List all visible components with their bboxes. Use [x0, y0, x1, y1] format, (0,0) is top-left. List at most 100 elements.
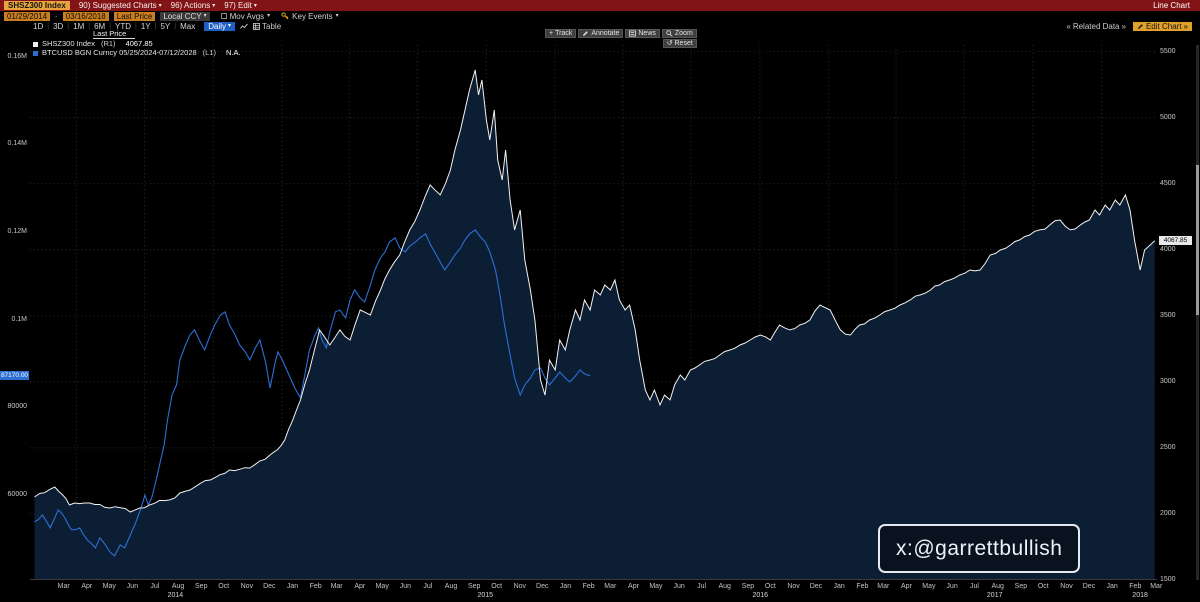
security-ticker[interactable]: SHSZ300 Index: [4, 1, 70, 10]
x-axis-month-label: Sep: [195, 583, 208, 590]
y-axis-label-left: 0.1M: [11, 315, 27, 323]
related-data-button[interactable]: « Related Data »: [1066, 22, 1126, 31]
range-button-1d[interactable]: 1D: [33, 21, 44, 31]
range-button-1y[interactable]: 1Y: [140, 21, 151, 31]
edit-chart-button[interactable]: Edit Chart »: [1132, 21, 1192, 31]
range-button-max[interactable]: Max: [180, 21, 196, 31]
watermark: x:@garrettbullish: [878, 524, 1081, 573]
range-button-ytd[interactable]: YTD: [115, 21, 132, 31]
scrollbar-thumb[interactable]: [1196, 165, 1199, 315]
price-chart[interactable]: [30, 45, 1157, 580]
chart-legend: Last Price SHSZ300 Index (R1) 4067.85 BT…: [33, 30, 241, 57]
settings-toolbar: 01/29/2014 - 03/16/2018 Last Price Local…: [0, 11, 1200, 21]
x-axis-month-label: Sep: [1014, 583, 1028, 590]
btcusd-line: [34, 229, 591, 557]
x-axis-month-label: Apr: [901, 583, 912, 590]
legend-row-btcusd[interactable]: BTCUSD BGN Curncy 05/25/2024-07/12/2028 …: [33, 49, 241, 57]
zoom-button[interactable]: Zoom: [661, 29, 697, 38]
shsz300-line: [34, 69, 1156, 513]
x-axis-month-label: Oct: [764, 583, 776, 590]
x-axis-month-label: Apr: [81, 583, 93, 590]
divider: |: [109, 22, 112, 30]
chevron-down-icon: ▾: [228, 23, 232, 29]
x-axis-month-label: Nov: [1060, 583, 1073, 590]
series-swatch-white: [33, 41, 38, 47]
range-button-1m[interactable]: 1M: [73, 21, 85, 31]
x-axis-month-label: Feb: [1129, 583, 1142, 590]
x-axis-month-label: Jun: [126, 583, 139, 590]
legend-row-shsz300[interactable]: SHSZ300 Index (R1) 4067.85: [33, 40, 241, 48]
key-icon: [281, 12, 289, 20]
x-axis-month-label: Oct: [218, 583, 230, 590]
series-axis-btcusd: (L1): [202, 48, 217, 57]
divider: |: [135, 22, 137, 30]
x-axis-month-label: Jun: [399, 583, 412, 590]
x-axis-month-label: Mar: [877, 583, 890, 590]
x-axis-month-label: Sep: [467, 583, 481, 590]
currency-label: Local CCY: [163, 11, 202, 21]
mov-avgs-button[interactable]: Mov Avgs ▾: [220, 12, 270, 21]
chevron-down-icon: ▾: [253, 2, 257, 9]
range-button-3d[interactable]: 3D: [53, 21, 64, 31]
x-axis-month-label: Aug: [444, 583, 458, 590]
x-axis-month-label: May: [102, 583, 116, 590]
date-to-field[interactable]: 03/16/2018: [62, 11, 109, 21]
x-axis-year-label: 2018: [1132, 592, 1148, 599]
key-events-button[interactable]: Key Events ▾: [281, 12, 339, 21]
reset-button[interactable]: ↺ Reset: [662, 39, 697, 48]
y-axis-label-right: 3500: [1160, 311, 1176, 319]
x-axis-month-label: Jul: [150, 583, 160, 590]
shsz300-area-fill: [34, 70, 1155, 580]
pencil-icon: [1137, 23, 1143, 29]
menu-actions[interactable]: 96) Actions ▾: [171, 1, 216, 10]
x-axis-month-label: Nov: [787, 583, 800, 590]
y-axis-label-right: 4500: [1160, 179, 1176, 187]
double-chevron-left-icon: «: [1066, 21, 1071, 31]
x-axis-year-label: 2014: [167, 592, 184, 599]
range-button-6m[interactable]: 6M: [94, 21, 106, 31]
x-axis-month-label: Oct: [491, 583, 503, 590]
x-axis-month-label: Mar: [604, 583, 617, 590]
x-axis-month-label: Feb: [856, 583, 869, 590]
date-range-separator: -: [55, 11, 58, 21]
y-axis-label-right: 5000: [1160, 113, 1176, 121]
menu-edit[interactable]: 97) Edit ▾: [224, 1, 257, 10]
series-value-btcusd: N.A.: [226, 48, 241, 57]
series-name-btcusd: BTCUSD BGN Curncy 05/25/2024-07/12/2028: [42, 48, 197, 57]
x-axis-month-label: Apr: [354, 583, 366, 590]
x-axis-year-label: 2016: [752, 592, 769, 599]
news-button[interactable]: News: [625, 29, 660, 38]
news-icon: [629, 30, 637, 37]
y-axis-label-right: 3000: [1160, 377, 1176, 385]
menu-suggested-charts[interactable]: 90) Suggested Charts ▾: [79, 1, 162, 10]
currency-dropdown[interactable]: Local CCY ▾: [160, 11, 210, 21]
frequency-label: Daily: [208, 21, 227, 31]
scrollbar[interactable]: [1196, 45, 1199, 580]
series-axis-shsz300: (R1): [100, 39, 116, 48]
x-axis-month-label: May: [375, 583, 389, 590]
series-swatch-blue: [33, 50, 38, 56]
x-axis-month-label: Jun: [673, 583, 685, 590]
y-axis-label-left: 0.12M: [7, 228, 27, 236]
frequency-dropdown[interactable]: Daily ▾: [204, 21, 236, 31]
table-button[interactable]: Table: [253, 22, 281, 31]
date-from-field[interactable]: 01/29/2014: [4, 11, 51, 21]
line-chart-icon[interactable]: [240, 23, 248, 30]
annotate-button[interactable]: Annotate: [578, 29, 624, 38]
reset-label: Reset: [674, 39, 693, 47]
x-axis-month-label: Mar: [57, 583, 70, 590]
x-axis-month-label: Nov: [513, 583, 527, 590]
field-selector[interactable]: Last Price: [113, 11, 156, 21]
y-axis-label-right: 4000: [1160, 245, 1176, 253]
range-button-5y[interactable]: 5Y: [160, 21, 171, 31]
track-button[interactable]: + Track: [545, 29, 577, 38]
x-axis-month-label: Dec: [536, 583, 549, 590]
x-axis-year-label: 2017: [986, 592, 1003, 599]
x-axis-month-label: Nov: [240, 583, 254, 590]
x-axis-month-label: Aug: [171, 583, 185, 590]
x-axis-month-label: May: [922, 583, 936, 590]
menu-edit-label: 97) Edit: [224, 1, 252, 10]
chart-toolbar: + Track Annotate News Zoom ↺ Reset: [545, 29, 697, 48]
plot-region[interactable]: [30, 45, 1157, 580]
range-buttons: 1D | 3D | 1M | 6M | YTD | 1Y | 5Y | Max: [33, 22, 195, 31]
